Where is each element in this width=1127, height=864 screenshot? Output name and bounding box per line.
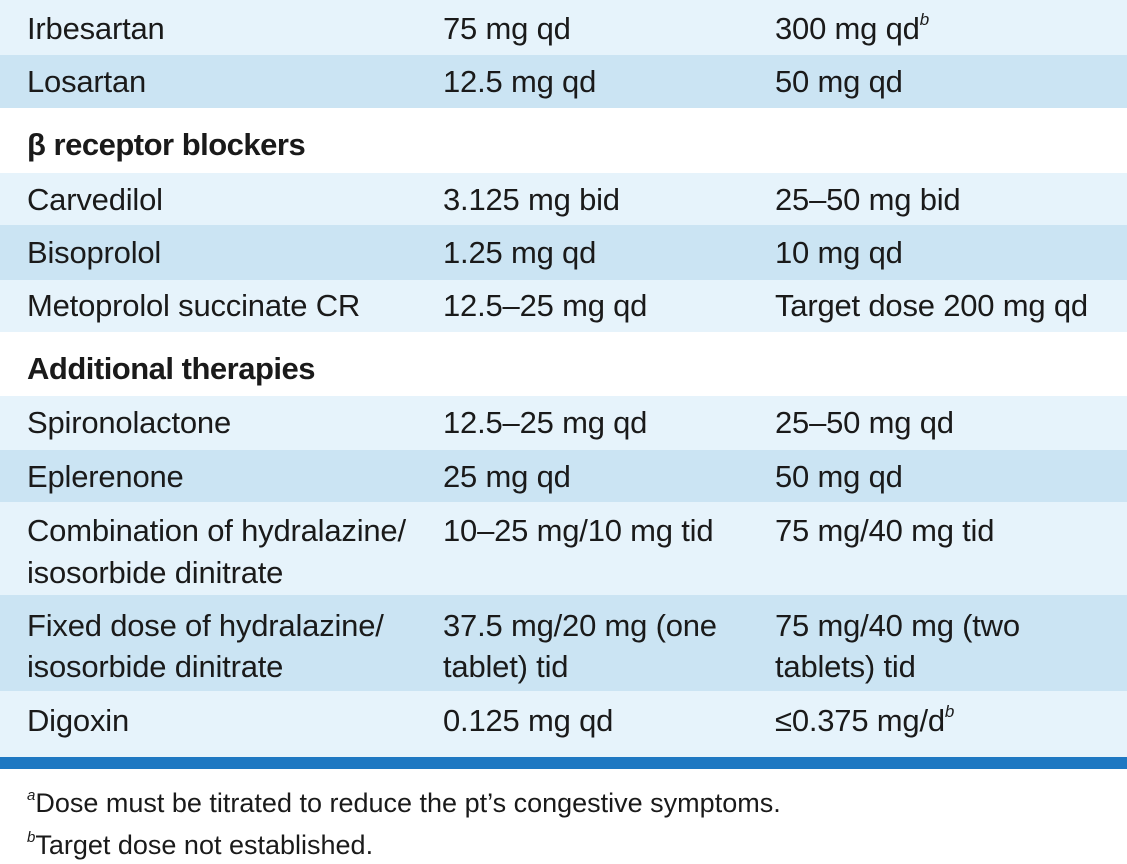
section-heading-row: Additional therapies xyxy=(0,332,1127,396)
drug-name: Metoprolol succinate CR xyxy=(27,288,361,323)
initial-dose: 12.5–25 mg qd xyxy=(443,405,648,440)
table-row: Combination of hydralazine/ isosorbide d… xyxy=(0,502,1127,595)
drug-name-line: Combination of hydralazine/ xyxy=(27,513,406,548)
initial-dose: 25 mg qd xyxy=(443,459,571,494)
drug-name: Losartan xyxy=(27,64,147,99)
max-dose-line: 75 mg/40 mg (two xyxy=(775,608,1020,643)
initial-dose-line: tablet) tid xyxy=(443,649,569,684)
max-dose: 10 mg qd xyxy=(775,235,903,270)
max-dose: 50 mg qd xyxy=(775,64,903,99)
table-row: Digoxin 0.125 mg qd ≤0.375 mg/db xyxy=(0,691,1127,757)
max-dose: Target dose 200 mg qd xyxy=(775,288,1088,323)
footnote-b: bTarget dose not established. xyxy=(27,828,373,862)
table-row: Irbesartan 75 mg qd 300 mg qdb xyxy=(0,0,1127,55)
initial-dose: 12.5 mg qd xyxy=(443,64,597,99)
table-row: Metoprolol succinate CR 12.5–25 mg qd Ta… xyxy=(0,280,1127,332)
footnote-text: Dose must be titrated to reduce the pt’s… xyxy=(35,788,781,818)
max-dose: 50 mg qd xyxy=(775,459,903,494)
drug-name-line: isosorbide dinitrate xyxy=(27,555,284,590)
section-heading: β receptor blockers xyxy=(27,127,306,162)
footnote-text: Target dose not established. xyxy=(35,830,374,860)
initial-dose-line: 37.5 mg/20 mg (one xyxy=(443,608,717,643)
table-row: Fixed dose of hydralazine/ isosorbide di… xyxy=(0,595,1127,691)
drug-name: Eplerenone xyxy=(27,459,184,494)
footnote-marker: b xyxy=(919,10,929,29)
max-dose-value: 300 mg qd xyxy=(775,11,920,46)
drug-name: Digoxin xyxy=(27,703,129,738)
drug-name: Spironolactone xyxy=(27,405,232,440)
max-dose-line: tablets) tid xyxy=(775,649,916,684)
max-dose: 75 mg/40 mg tid xyxy=(775,513,995,548)
section-heading-row: β receptor blockers xyxy=(0,108,1127,173)
initial-dose: 0.125 mg qd xyxy=(443,703,614,738)
table-row: Eplerenone 25 mg qd 50 mg qd xyxy=(0,450,1127,502)
initial-dose: 12.5–25 mg qd xyxy=(443,288,648,323)
drug-name: Irbesartan xyxy=(27,11,165,46)
section-heading: Additional therapies xyxy=(27,351,315,386)
footnote-marker: b xyxy=(944,702,955,721)
footnote-a: aDose must be titrated to reduce the pt’… xyxy=(27,786,781,820)
table-row: Carvedilol 3.125 mg bid 25–50 mg bid xyxy=(0,173,1127,225)
max-dose: 300 mg qdb xyxy=(775,8,929,50)
drug-name-line: Fixed dose of hydralazine/ xyxy=(27,608,384,643)
table-row: Spironolactone 12.5–25 mg qd 25–50 mg qd xyxy=(0,396,1127,450)
drug-name: Carvedilol xyxy=(27,182,163,217)
footnote-mark: b xyxy=(27,829,36,846)
max-dose: 25–50 mg qd xyxy=(775,405,954,440)
initial-dose: 75 mg qd xyxy=(443,11,571,46)
initial-dose: 1.25 mg qd xyxy=(443,235,597,270)
table-bottom-rule xyxy=(0,757,1127,769)
table-row: Losartan 12.5 mg qd 50 mg qd xyxy=(0,55,1127,108)
footnote-mark: a xyxy=(27,787,36,804)
initial-dose: 10–25 mg/10 mg tid xyxy=(443,513,714,548)
max-dose: 25–50 mg bid xyxy=(775,182,961,217)
drug-name-line: isosorbide dinitrate xyxy=(27,649,284,684)
drug-name: Bisoprolol xyxy=(27,235,162,270)
table-row: Bisoprolol 1.25 mg qd 10 mg qd xyxy=(0,225,1127,280)
initial-dose: 3.125 mg bid xyxy=(443,182,620,217)
max-dose-value: ≤0.375 mg/d xyxy=(775,703,945,738)
max-dose: ≤0.375 mg/db xyxy=(775,700,954,742)
